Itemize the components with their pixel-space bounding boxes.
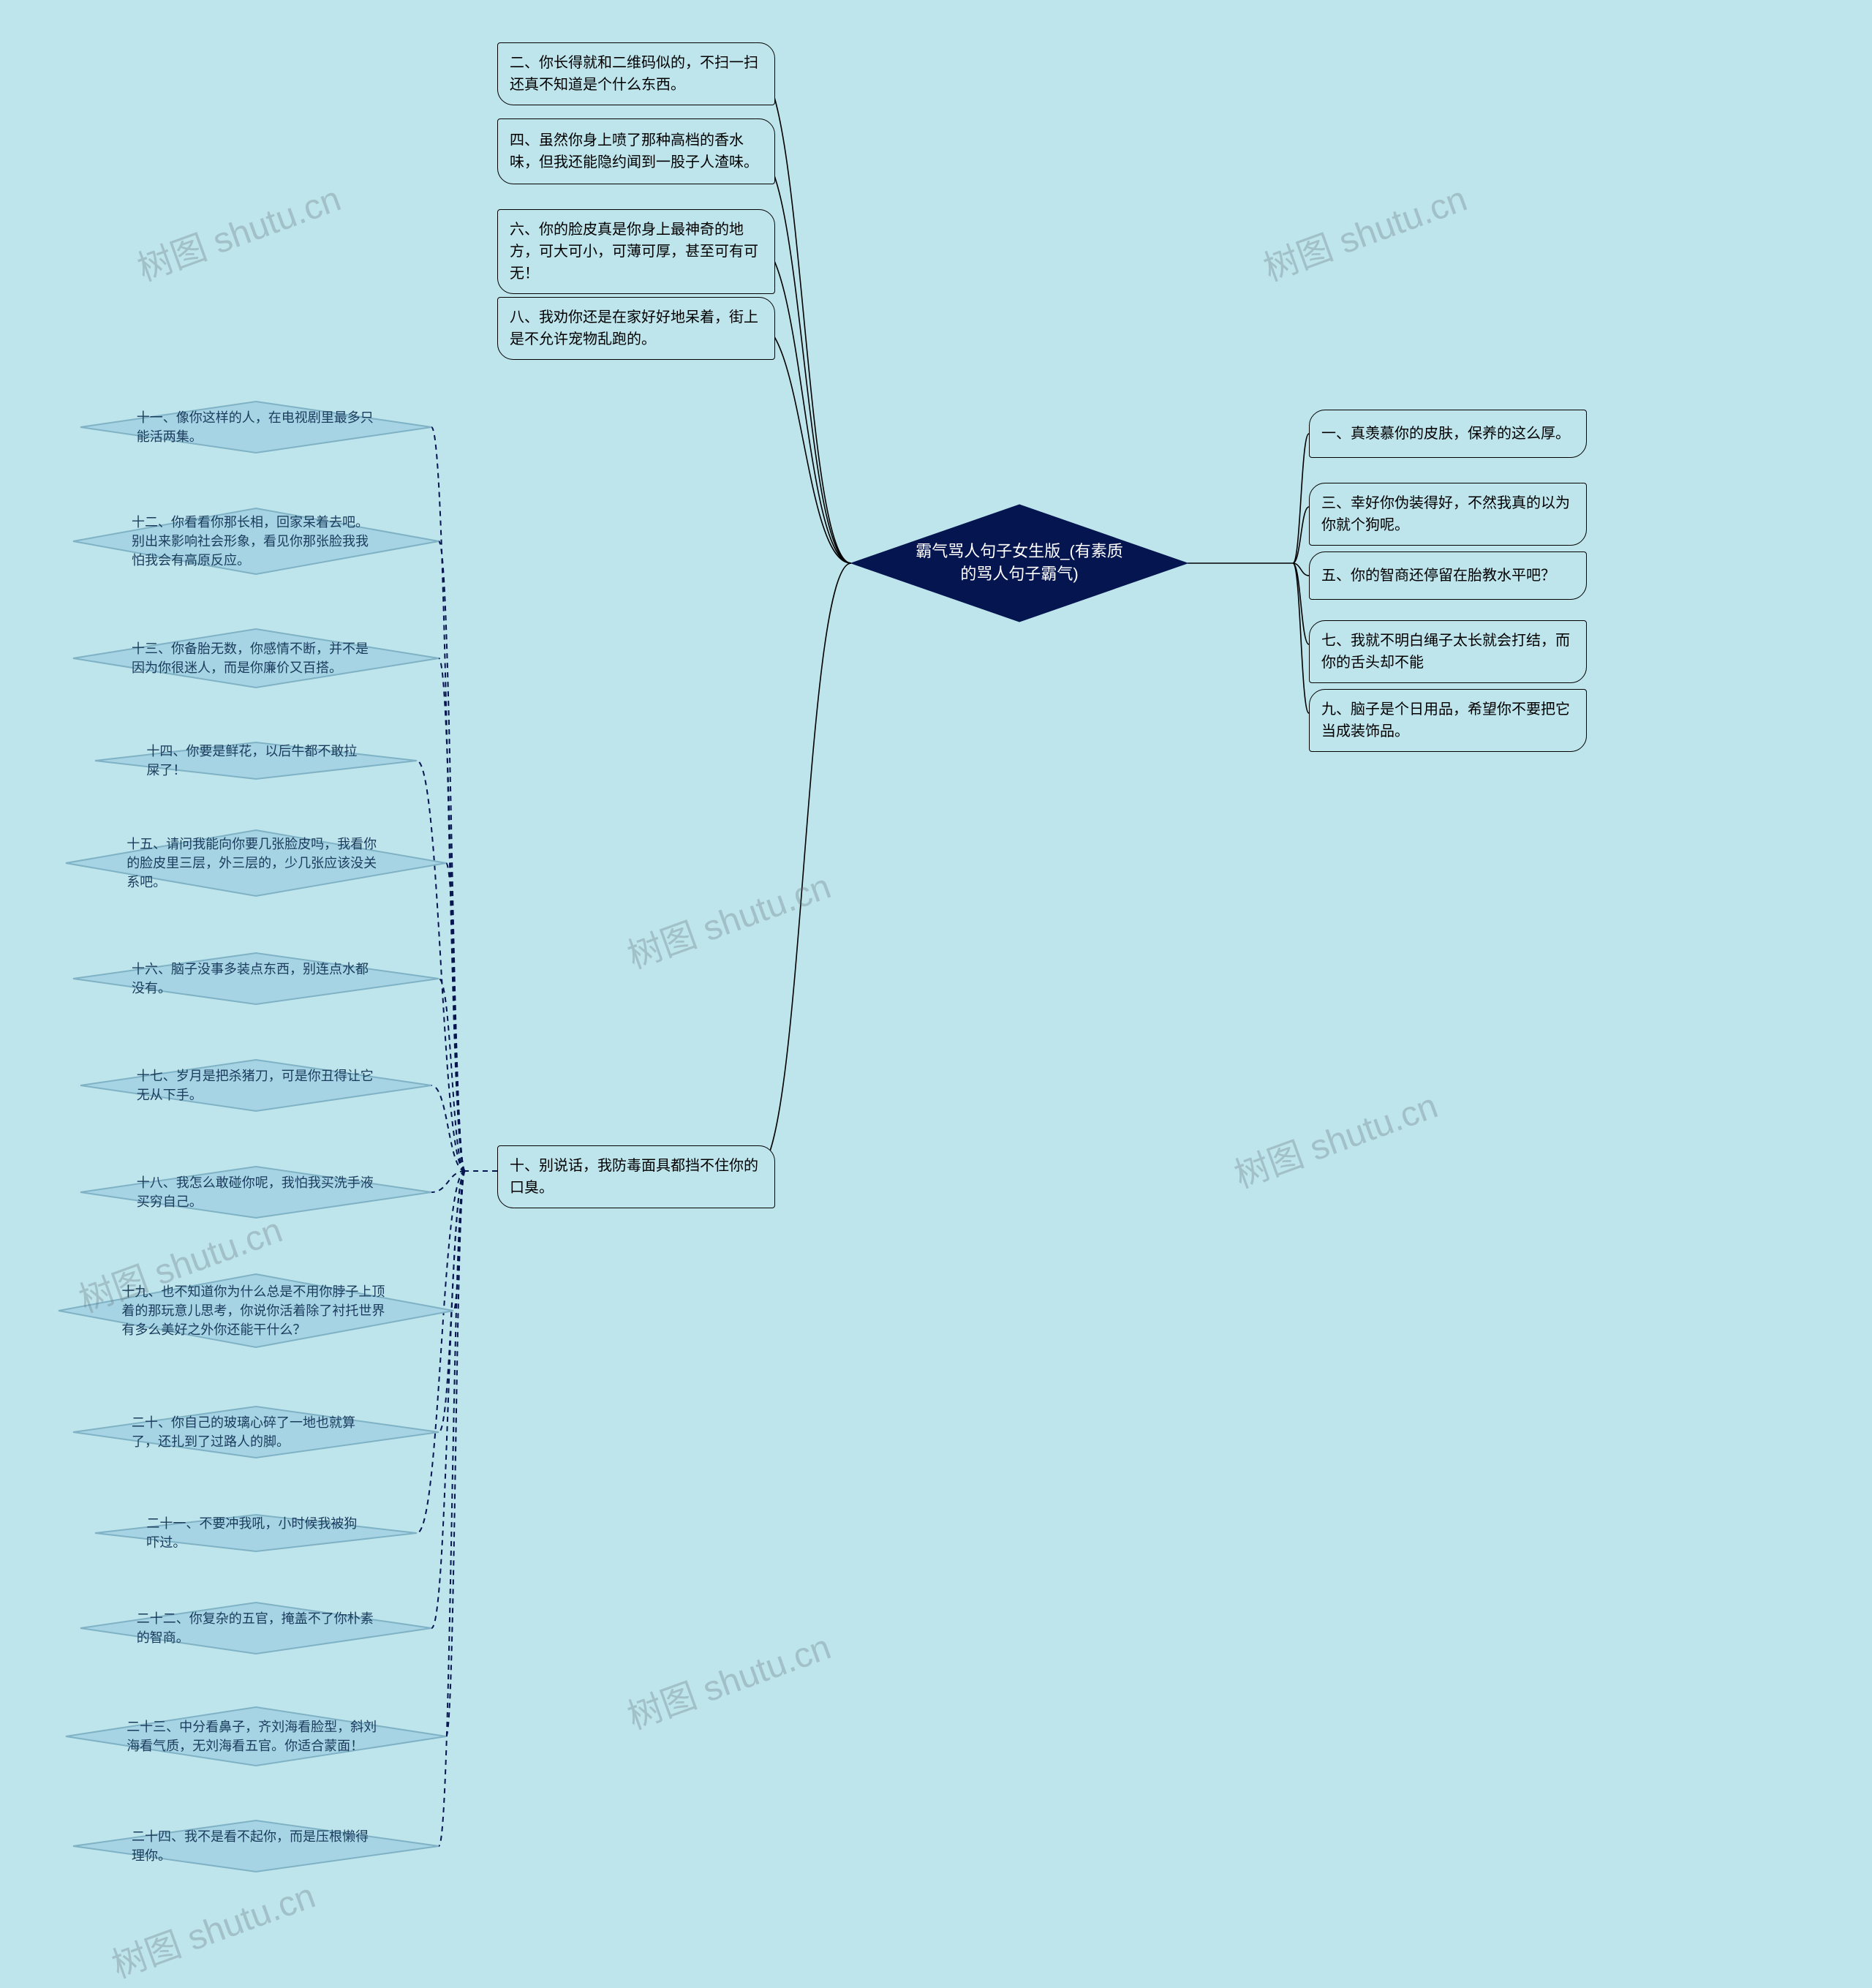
leaf-node: 二十二、你复杂的五官，掩盖不了你朴素的智商。 [137,1592,375,1665]
top-node: 六、你的脸皮真是你身上最神奇的地方，可大可小，可薄可厚，甚至可有可无！ [497,209,775,294]
leaf-node: 二十四、我不是看不起你，而是压根懒得理你。 [132,1810,380,1883]
leaf-node: 十一、像你这样的人，在电视剧里最多只能活两集。 [137,391,375,464]
hub-node: 十、别说话，我防毒面具都挡不住你的口臭。 [497,1145,775,1208]
right-node: 一、真羡慕你的皮肤，保养的这么厚。 [1309,410,1587,458]
leaf-node: 十二、你看看你那长相，回家呆着去吧。别出来影响社会形象，看见你那张脸我我怕我会有… [132,497,380,585]
leaf-node: 十六、脑子没事多装点东西，别连点水都没有。 [132,942,380,1015]
right-node: 三、幸好你伪装得好，不然我真的以为你就个狗呢。 [1309,483,1587,546]
leaf-node: 十五、请问我能向你要几张脸皮吗，我看你的脸皮里三层，外三层的，少几张应该没关系吧… [127,819,385,907]
leaf-node: 二十一、不要冲我吼，小时候我被狗吓过。 [146,1504,365,1562]
top-node: 四、虽然你身上喷了那种高档的香水味，但我还能隐约闻到一股子人渣味。 [497,118,775,184]
top-node: 八、我劝你还是在家好好地呆着，街上是不允许宠物乱跑的。 [497,297,775,360]
leaf-node: 十四、你要是鲜花，以后牛都不敢拉屎了！ [146,731,365,790]
leaf-node: 十八、我怎么敢碰你呢，我怕我买洗手液买穷自己。 [137,1156,375,1229]
leaf-node: 二十、你自己的玻璃心碎了一地也就算了，还扎到了过路人的脚。 [132,1396,380,1469]
right-node: 七、我就不明白绳子太长就会打结，而你的舌头却不能 [1309,620,1587,683]
leaf-node: 十三、你备胎无数，你感情不断，并不是因为你很迷人，而是你廉价又百搭。 [132,618,380,699]
leaf-node: 十七、岁月是把杀猪刀，可是你丑得让它无从下手。 [137,1049,375,1122]
top-node: 二、你长得就和二维码似的，不扫一扫还真不知道是个什么东西。 [497,42,775,105]
center-node: 霸气骂人句子女生版_(有素质的骂人句子霸气) [895,519,1144,607]
right-node: 五、你的智商还停留在胎教水平吧？ [1309,551,1587,600]
leaf-node: 二十三、中分看鼻子，齐刘海看脸型，斜刘海看气质，无刘海看五官。你适合蒙面！ [127,1696,385,1777]
leaf-node: 十九、也不知道你为什么总是不用你脖子上顶着的那玩意儿思考，你说你活着除了衬托世界… [121,1263,390,1358]
right-node: 九、脑子是个日用品，希望你不要把它当成装饰品。 [1309,689,1587,752]
